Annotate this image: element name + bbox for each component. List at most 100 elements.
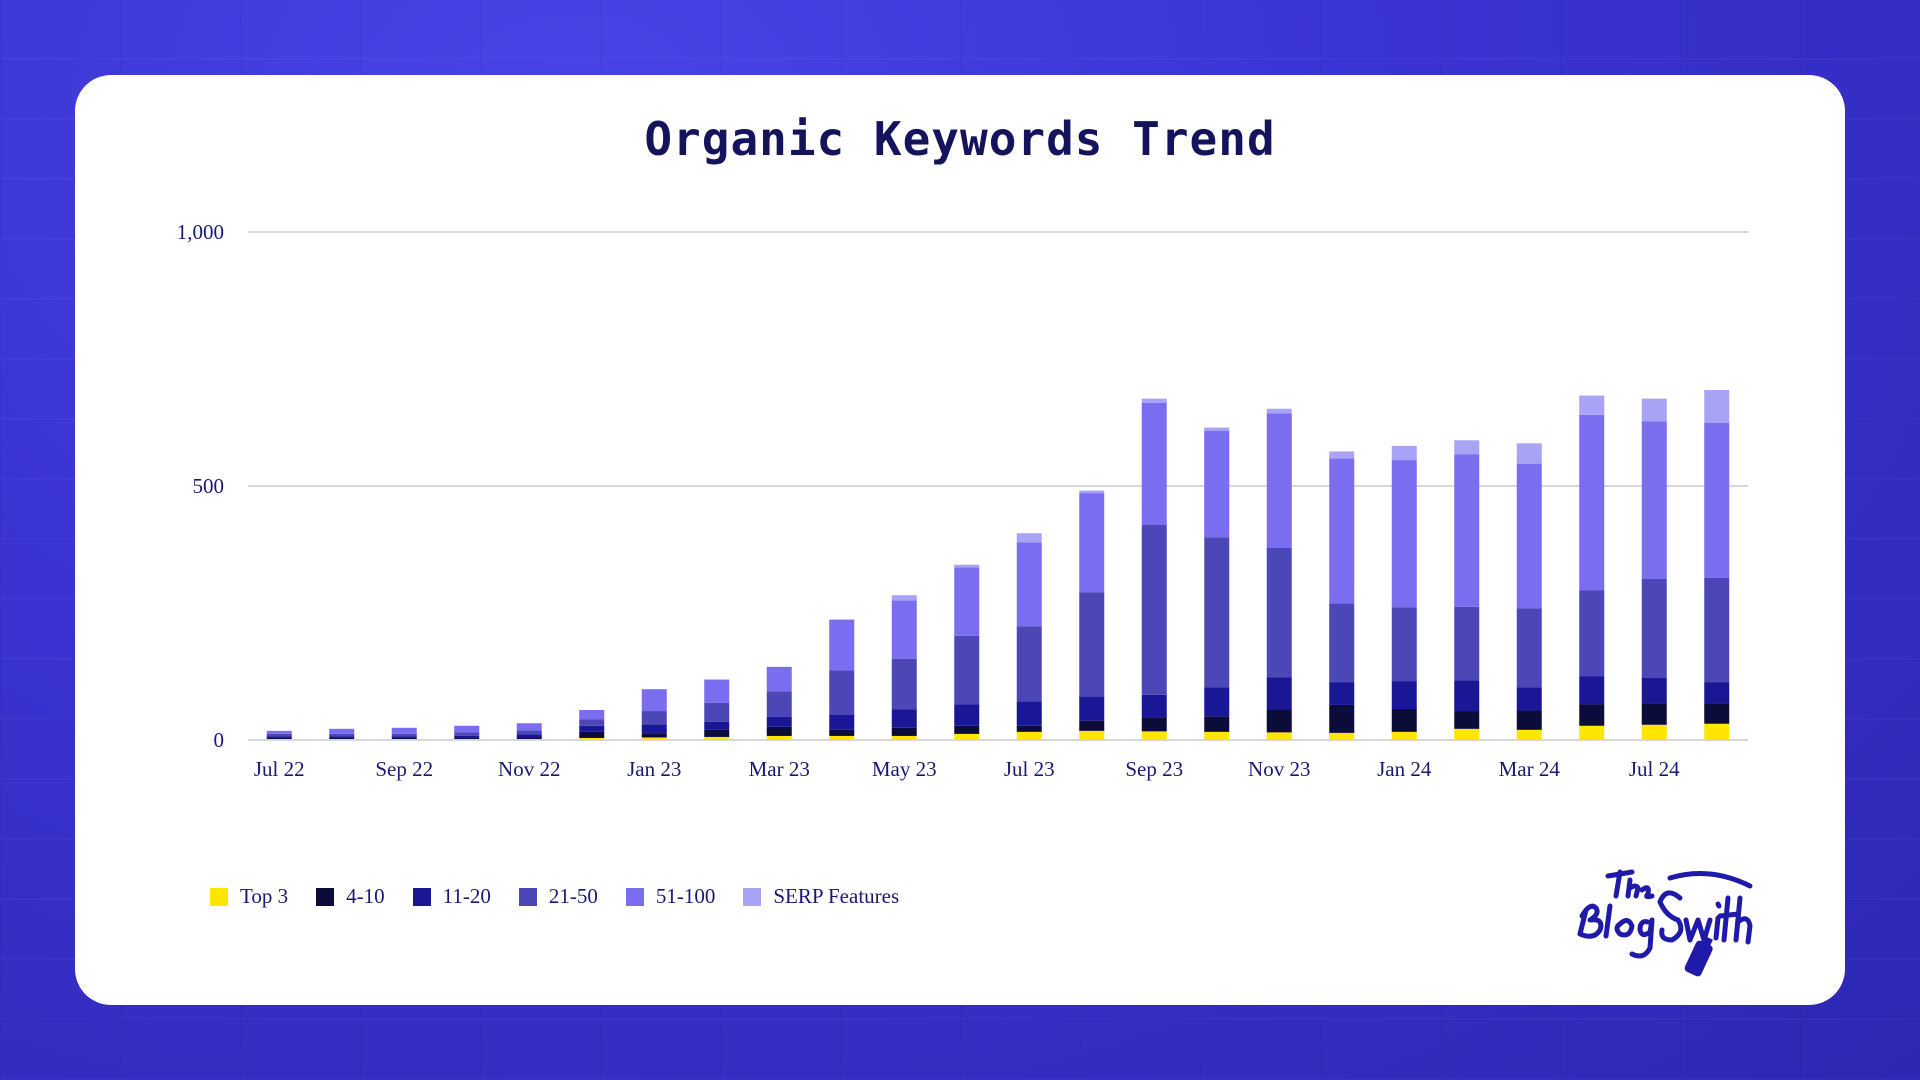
bar-segment [1579, 704, 1605, 726]
bar-segment [1516, 729, 1542, 740]
legend-item: Top 3 [210, 884, 288, 909]
bar-segment [829, 670, 855, 715]
bar-segment [516, 730, 542, 735]
y-tick-label: 1,000 [177, 220, 224, 244]
bar-segment [454, 738, 480, 740]
legend-label: Top 3 [240, 884, 289, 908]
legend-swatch [316, 887, 335, 906]
bar-segment [1641, 398, 1667, 422]
bar-segment [1266, 547, 1292, 678]
bar-segment [1516, 687, 1542, 711]
bar-segment [1391, 681, 1417, 710]
bar-segment [641, 724, 667, 734]
legend-item: 21-50 [518, 884, 598, 909]
bar-segment [516, 734, 542, 738]
bar-segment [1579, 676, 1605, 705]
bar-segment [1329, 603, 1355, 683]
bar-segment [391, 727, 417, 734]
bar-segment [266, 733, 292, 737]
x-tick-label: Jan 23 [627, 757, 681, 781]
bar-segment [891, 658, 917, 710]
bar-segment [641, 711, 667, 725]
bar-segment [829, 729, 855, 736]
bar-segment [454, 725, 480, 733]
bar-segment [704, 679, 730, 703]
bar-segment [329, 737, 355, 739]
bar-segment [1704, 577, 1730, 683]
bar-segment [1704, 389, 1730, 424]
bar-segment [329, 733, 355, 737]
bar-segment [891, 709, 917, 728]
bar-segment [1454, 711, 1480, 729]
bar-segment [1141, 524, 1167, 695]
x-tick-label: Jul 23 [1004, 757, 1055, 781]
legend-swatch [743, 887, 762, 906]
bar-segment [829, 735, 855, 740]
bar-segment [1391, 731, 1417, 740]
bar-segment [1016, 701, 1042, 726]
legend-label: SERP Features [773, 884, 900, 908]
x-tick-label: Jul 24 [1629, 757, 1680, 781]
bar-segment [829, 619, 855, 671]
bar-segment [1454, 680, 1480, 712]
x-tick-label: Mar 24 [1499, 757, 1561, 781]
x-tick-label: Sep 23 [1125, 757, 1183, 781]
bar-segment [954, 704, 980, 726]
bar-segment [891, 595, 917, 601]
x-tick-label: Nov 23 [1248, 757, 1310, 781]
bar-segment [1704, 682, 1730, 704]
bar-segment [766, 691, 792, 717]
bar-segment [1266, 408, 1292, 414]
bar-segment [891, 600, 917, 659]
legend-swatch [518, 887, 537, 906]
bar-segment [266, 737, 292, 739]
legend-label: 51-100 [655, 884, 716, 908]
blogsmith-logo [1577, 869, 1753, 977]
x-tick-label: May 23 [872, 757, 937, 781]
bar-segment [1016, 533, 1042, 543]
bar-segment [1704, 703, 1730, 724]
bar-segment [329, 736, 355, 738]
bar-segment [1641, 678, 1667, 704]
bar-segment [1391, 460, 1417, 608]
legend-swatch [625, 887, 644, 906]
bar-segment [579, 725, 605, 732]
bar-segment [1016, 542, 1042, 627]
bar-segment [1141, 402, 1167, 525]
bar-segment [766, 716, 792, 727]
bar-segment [266, 736, 292, 738]
y-tick-label: 0 [214, 728, 225, 752]
bar-segment [1391, 445, 1417, 461]
bar-segment [1204, 427, 1230, 431]
bar-segment [1329, 732, 1355, 740]
bar-segment [1266, 732, 1292, 740]
legend-swatch [412, 887, 431, 906]
bar-segment [1329, 458, 1355, 604]
bar-segment [1454, 728, 1480, 740]
bar-segment [1516, 443, 1542, 464]
bar-segment [266, 738, 292, 740]
bar-segment [454, 732, 480, 736]
bar-segment [454, 735, 480, 738]
bar-segment [1141, 731, 1167, 740]
bar-segment [704, 702, 730, 722]
bar-segment [1204, 687, 1230, 717]
bar-segment [266, 730, 292, 734]
bar-segment [1641, 703, 1667, 725]
bar-segment [1079, 493, 1105, 593]
bar-segment [1266, 413, 1292, 548]
bar-segment [1141, 694, 1167, 718]
bar-segment [1204, 537, 1230, 688]
bar-segment [1204, 716, 1230, 732]
bar-segment [391, 737, 417, 739]
bar-segment [1641, 421, 1667, 579]
legend-item: 51-100 [625, 884, 716, 909]
legend-item: 11-20 [412, 884, 491, 909]
x-tick-label: Mar 23 [749, 757, 810, 781]
bar-segment [1204, 430, 1230, 538]
bar-segment [1329, 451, 1355, 459]
bar-segment [891, 727, 917, 736]
bar-segment [454, 737, 480, 739]
bar-segment [329, 728, 355, 734]
bar-segment [1454, 454, 1480, 607]
